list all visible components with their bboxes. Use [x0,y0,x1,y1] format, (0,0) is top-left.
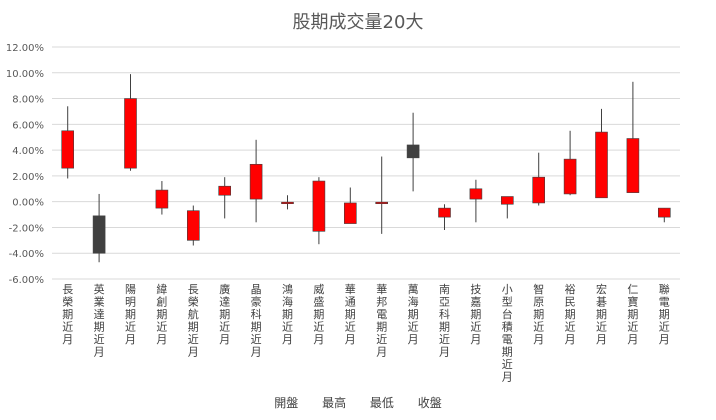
y-tick-label: 6.00% [12,120,44,131]
legend: 開盤 最高 最低 收盤 [0,394,716,411]
y-tick-label: 4.00% [12,146,44,157]
x-tick-label: 仁寶期近月 [627,283,638,346]
x-tick-label: 華通期近月 [345,283,356,346]
y-tick-label: -4.00% [9,249,44,260]
x-tick-label: 技嘉期近月 [470,283,481,346]
candle-body [124,98,137,169]
legend-high: 最高 [322,396,347,410]
chart-title: 股期成交量20大 [292,12,424,33]
y-tick-label: -6.00% [9,275,44,286]
x-tick-label: 晶豪科期近月 [251,283,262,359]
candle-body [249,163,263,200]
legend-low: 最低 [369,396,394,410]
x-tick-label: 小型台積電期近月 [502,283,513,384]
x-tick-label: 南亞科期近月 [439,283,450,359]
x-tick-label: 陽明期近月 [125,283,136,346]
candle-body [343,202,357,224]
candle-body [500,196,514,205]
candle-body [563,158,577,195]
y-tick-label: 0.00% [12,198,44,209]
y-tick-label: 12.00% [6,43,44,54]
candle-body [469,188,483,200]
candle-body [312,180,326,232]
candle-body [281,201,294,205]
x-tick-label: 英業達期近月 [94,282,105,359]
legend-close: 收盤 [417,396,442,410]
x-tick-label: 威盛期近月 [313,283,324,346]
x-tick-label: 宏碁期近月 [596,282,607,346]
candle-body [406,144,420,159]
candle-body [61,130,75,169]
y-tick-label: 10.00% [6,69,44,80]
candle-body [595,131,608,199]
x-tick-label: 緯創期近月 [156,282,167,346]
candle-body [532,176,546,204]
y-tick-label: 2.00% [12,172,44,183]
candle-body [187,210,200,241]
x-tick-label: 廣達期近月 [219,282,230,346]
x-tick-label: 聯電期近月 [659,283,670,346]
candle-body [218,185,231,196]
candle-body [657,207,671,218]
x-tick-label: 鴻海期近月 [282,282,293,346]
x-tick-label: 長榮期近月 [62,283,73,346]
y-tick-label: 8.00% [12,95,44,106]
candle-body [438,207,451,218]
candle-body [155,189,169,209]
x-tick-label: 智原期近月 [533,282,544,346]
x-tick-label: 萬海期近月 [408,283,419,346]
y-tick-label: -2.00% [9,223,44,234]
x-tick-label: 華邦電期近月 [376,283,387,359]
candle-body [375,201,389,205]
candle-body [92,215,106,254]
legend-open: 開盤 [274,396,299,410]
x-tick-label: 長榮航期近月 [188,283,199,359]
candle-body [626,138,640,193]
x-tick-label: 裕民期近月 [565,283,576,346]
